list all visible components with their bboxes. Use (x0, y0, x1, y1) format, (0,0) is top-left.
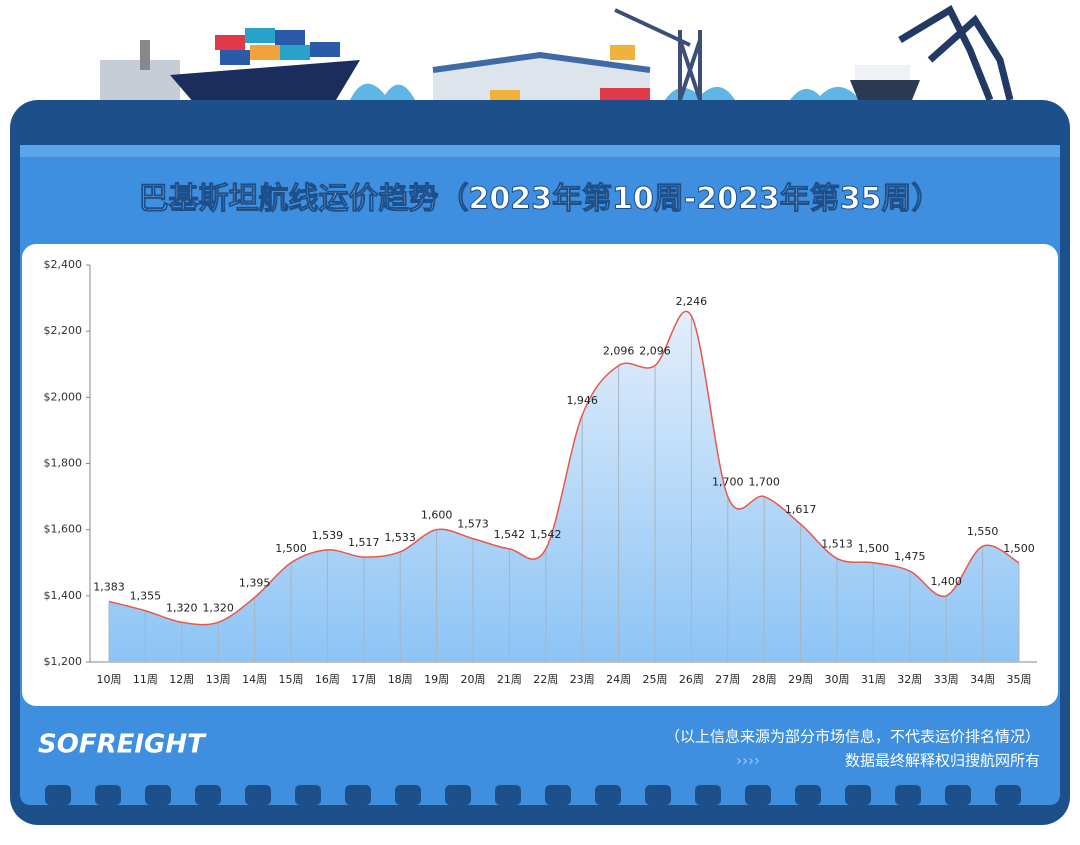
x-tick-label: 18周 (388, 673, 413, 686)
value-label: 1,383 (93, 580, 125, 593)
value-label: 1,700 (712, 476, 744, 489)
source-note: （以上信息来源为部分市场信息，不代表运价排名情况） (665, 728, 1040, 746)
value-label: 1,500 (275, 542, 307, 555)
x-tick-label: 12周 (169, 673, 194, 686)
x-tick-label: 34周 (970, 673, 995, 686)
value-label: 1,542 (530, 528, 562, 541)
x-tick-label: 11周 (133, 673, 158, 686)
y-tick-label: $1,400 (44, 589, 83, 602)
value-label: 1,500 (858, 542, 890, 555)
x-tick-label: 21周 (497, 673, 522, 686)
arrows: ›››› (736, 752, 760, 770)
value-label: 2,096 (639, 345, 671, 358)
value-label: 1,355 (130, 590, 162, 603)
y-tick-label: $1,200 (44, 655, 83, 668)
bottom-tabs (45, 785, 1021, 805)
copyright: 数据最终解释权归搜航网所有 (845, 752, 1040, 770)
x-tick-label: 17周 (351, 673, 376, 686)
value-label: 1,320 (202, 601, 234, 614)
panel-stripe (20, 145, 1060, 157)
value-label: 2,096 (603, 345, 635, 358)
value-label: 1,600 (421, 509, 453, 522)
x-tick-label: 14周 (242, 673, 267, 686)
x-tick-label: 23周 (570, 673, 595, 686)
x-tick-label: 28周 (752, 673, 777, 686)
x-tick-label: 16周 (315, 673, 340, 686)
value-label: 1,395 (239, 576, 271, 589)
value-label: 1,617 (785, 503, 817, 516)
x-tick-label: 33周 (934, 673, 959, 686)
x-tick-label: 32周 (897, 673, 922, 686)
value-label: 1,573 (457, 518, 489, 531)
x-tick-label: 15周 (279, 673, 304, 686)
y-tick-label: $2,400 (44, 258, 83, 271)
brand-logo: SOFREIGHT (38, 730, 207, 760)
value-label: 1,517 (348, 536, 380, 549)
value-label: 1,513 (821, 537, 853, 550)
value-label: 1,475 (894, 550, 926, 563)
y-tick-label: $1,600 (44, 523, 83, 536)
value-label: 1,946 (566, 394, 598, 407)
x-tick-label: 24周 (606, 673, 631, 686)
chart-title: 巴基斯坦航线运价趋势（2023年第10周-2023年第35周） (139, 182, 942, 217)
line (108, 310, 1020, 626)
x-tick-label: 30周 (825, 673, 850, 686)
x-tick-label: 25周 (643, 673, 668, 686)
x-tick-label: 31周 (861, 673, 886, 686)
value-label: 1,550 (967, 525, 999, 538)
x-tick-label: 19周 (424, 673, 449, 686)
x-tick-label: 26周 (679, 673, 704, 686)
y-tick-label: $1,800 (44, 457, 83, 470)
y-tick-label: $2,000 (44, 390, 83, 403)
x-tick-label: 22周 (533, 673, 558, 686)
header-illustration (100, 5, 1014, 110)
value-label: 2,246 (676, 295, 708, 308)
x-tick-label: 29周 (788, 673, 813, 686)
x-tick-label: 20周 (461, 673, 486, 686)
x-tick-label: 27周 (715, 673, 740, 686)
value-label: 1,320 (166, 601, 198, 614)
x-tick-label: 35周 (1007, 673, 1032, 686)
value-label: 1,539 (312, 529, 344, 542)
value-label: 1,542 (494, 528, 526, 541)
x-tick-label: 13周 (206, 673, 231, 686)
y-tick-label: $2,200 (44, 324, 83, 337)
value-label: 1,533 (384, 531, 416, 544)
plot: $1,200 $1,400 $1,600 $1,800 $2,000 $2,200 $2,4… (44, 258, 1037, 686)
x-tick-label: 10周 (97, 673, 122, 686)
value-label: 1,400 (930, 575, 962, 588)
value-label: 1,700 (748, 476, 780, 489)
value-label: 1,500 (1003, 542, 1035, 555)
